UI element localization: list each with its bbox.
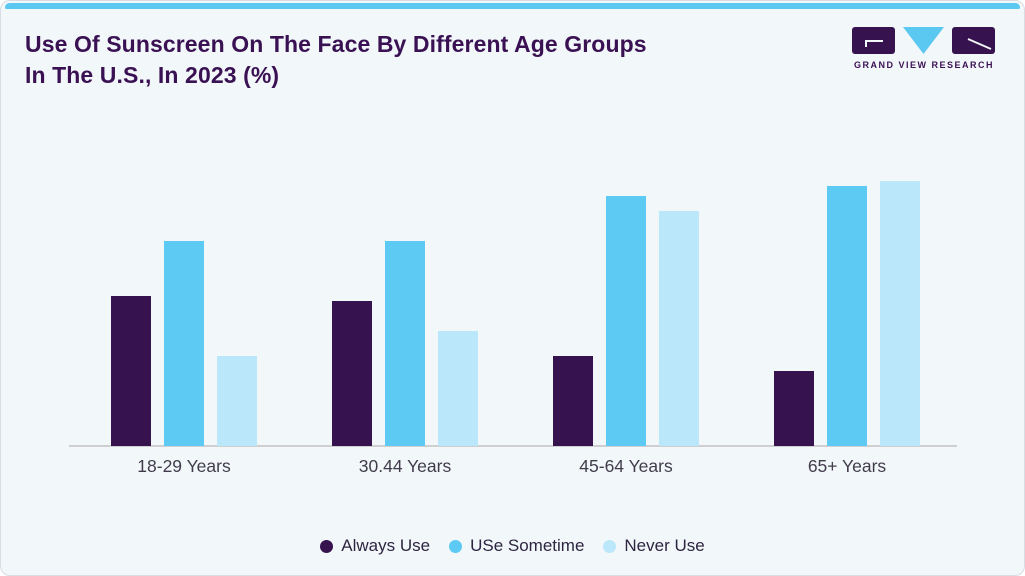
- bar-never-use-18-29-years: [217, 356, 257, 446]
- legend-dot-icon: [320, 539, 334, 553]
- plot-area: [69, 146, 957, 447]
- logo-marks: [852, 27, 996, 54]
- legend-item-never-use: Never Use: [603, 536, 705, 556]
- legend: Always Use USe Sometime Never Use: [1, 536, 1024, 556]
- bar-use-sometime-45-64-years: [606, 196, 646, 446]
- logo-r-block-icon: [952, 27, 995, 54]
- legend-dot-icon: [603, 539, 617, 553]
- bar-always-use-45-64-years: [553, 356, 593, 446]
- logo-g-block-icon: [852, 27, 895, 54]
- top-accent-bar: [5, 3, 1020, 9]
- legend-item-use-sometime: USe Sometime: [449, 536, 584, 556]
- logo-v-triangle-icon: [903, 27, 944, 54]
- legend-item-always-use: Always Use: [320, 536, 430, 556]
- legend-label: USe Sometime: [470, 536, 585, 555]
- category-label: 18-29 Years: [137, 456, 231, 476]
- bar-use-sometime-18-29-years: [164, 241, 204, 446]
- bar-never-use-45-64-years: [659, 211, 699, 446]
- bar-chart: 18-29 Years 30.44 Years 45-64 Years 65+ Yea…: [69, 146, 957, 482]
- category-labels: 18-29 Years 30.44 Years 45-64 Years 65+ Yea…: [69, 456, 957, 482]
- bar-never-use-65-years: [880, 181, 920, 446]
- bar-use-sometime-30-44-years: [385, 241, 425, 446]
- bar-use-sometime-65-years: [827, 186, 867, 446]
- legend-label: Always Use: [341, 536, 431, 555]
- brand-logo: GRAND VIEW RESEARCH: [852, 27, 996, 70]
- x-axis-line: [69, 445, 957, 447]
- category-label: 45-64 Years: [579, 456, 673, 476]
- bar-always-use-18-29-years: [111, 296, 151, 446]
- chart-title: Use Of Sunscreen On The Face By Differen…: [25, 31, 647, 88]
- category-label: 30.44 Years: [358, 456, 452, 476]
- legend-dot-icon: [449, 539, 463, 553]
- category-label: 65+ Years: [807, 456, 887, 476]
- legend-label: Never Use: [624, 536, 705, 555]
- bar-never-use-30-44-years: [438, 331, 478, 446]
- bar-always-use-65-years: [774, 371, 814, 446]
- logo-wordmark: GRAND VIEW RESEARCH: [853, 60, 994, 70]
- bar-always-use-30-44-years: [332, 301, 372, 446]
